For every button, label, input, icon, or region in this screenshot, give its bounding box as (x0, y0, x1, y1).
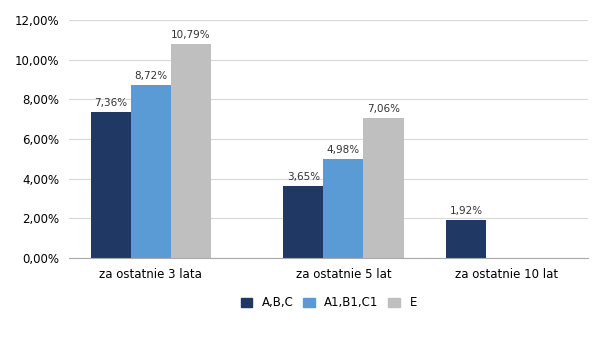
Text: 7,06%: 7,06% (367, 104, 400, 114)
Text: 7,36%: 7,36% (94, 98, 127, 108)
Legend: A,B,C, A1,B1,C1, E: A,B,C, A1,B1,C1, E (236, 291, 421, 314)
Bar (131, 85, 171, 258)
Text: 1,92%: 1,92% (450, 206, 483, 216)
Bar (323, 159, 364, 258)
Text: 3,65%: 3,65% (287, 171, 320, 182)
Bar (446, 220, 487, 258)
Bar (364, 118, 403, 258)
Text: 8,72%: 8,72% (134, 71, 168, 81)
Bar (171, 44, 211, 258)
Text: 4,98%: 4,98% (327, 145, 360, 155)
Bar (91, 112, 131, 258)
Text: 10,79%: 10,79% (171, 30, 210, 40)
Bar (283, 186, 323, 258)
